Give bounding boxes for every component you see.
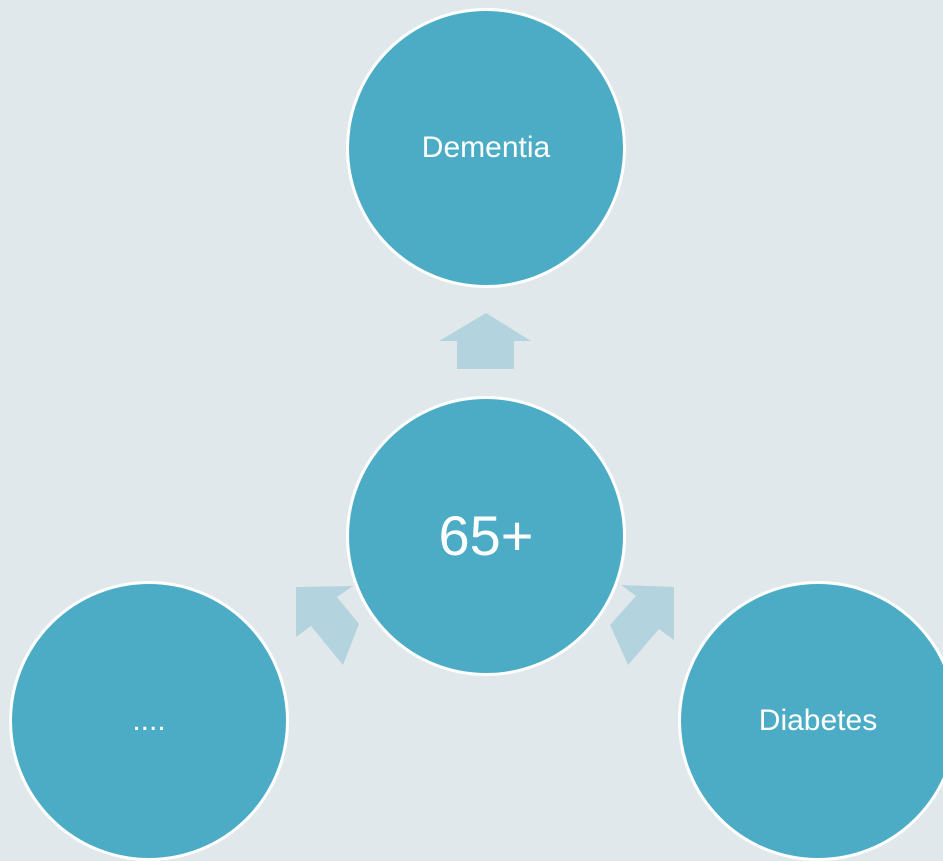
node-center-label: 65+ [438,504,534,567]
node-diabetes-label: Diabetes [758,704,878,737]
node-ellipsis: .... [9,581,289,861]
arrow-to-diabetes [610,585,674,665]
arrow-to-dementia [439,313,531,369]
node-center: 65+ [346,396,626,676]
node-dementia-label: Dementia [421,131,551,164]
node-dementia: Dementia [346,8,626,288]
node-diabetes: Diabetes [678,581,943,861]
node-ellipsis-label: .... [132,704,166,737]
arrow-to-bottom-left [296,586,359,665]
